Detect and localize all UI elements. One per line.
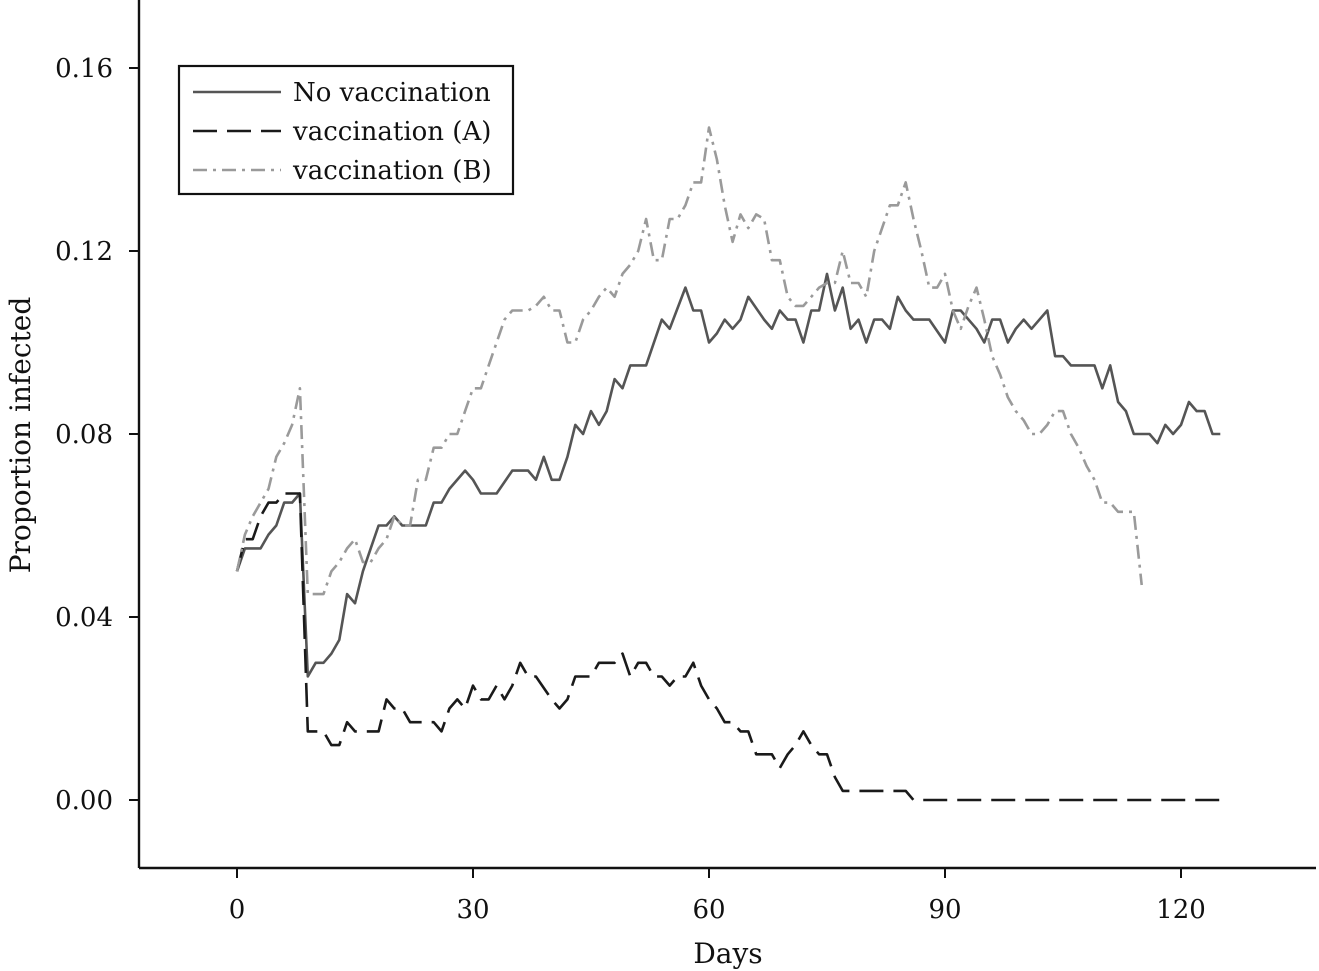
legend: No vaccination vaccination (A) vaccination… <box>177 64 515 196</box>
y-tick-label: 0.12 <box>55 237 113 267</box>
y-tick-label: 0.00 <box>55 786 113 816</box>
x-tick-label: 120 <box>1156 895 1206 925</box>
y-tick-label: 0.16 <box>55 54 113 84</box>
series-layer <box>235 126 1221 802</box>
x-tick-label: 90 <box>928 895 961 925</box>
legend-label: vaccination (B) <box>292 156 492 186</box>
x-tick-label: 0 <box>229 895 246 925</box>
y-axis-title: Proportion infected <box>4 297 37 574</box>
legend-label: vaccination (A) <box>292 117 491 147</box>
legend-label: No vaccination <box>293 78 491 108</box>
y-tick-label: 0.08 <box>55 420 113 450</box>
x-axis-title: Days <box>693 937 762 970</box>
series-line-2 <box>235 492 1221 802</box>
axes: 0 30 60 90 120 0.00 0.04 0.08 0.12 0.16 Days Propor… <box>4 0 1316 970</box>
x-tick-label: 30 <box>456 895 489 925</box>
y-tick-label: 0.04 <box>55 603 113 633</box>
x-tick-label: 60 <box>692 895 725 925</box>
series-line-3 <box>235 126 1143 596</box>
series-line-1 <box>235 272 1221 678</box>
